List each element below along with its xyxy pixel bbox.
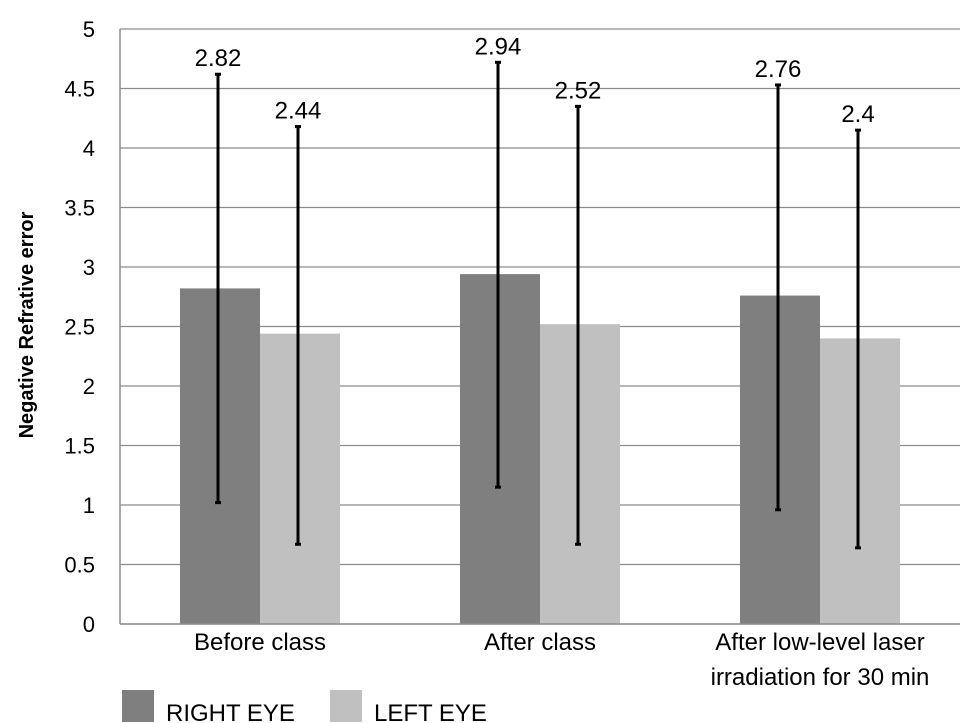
bar (180, 288, 260, 624)
axes (119, 29, 960, 625)
legend-label: LEFT EYE (374, 700, 487, 723)
y-tick-label: 5 (83, 17, 95, 42)
bar (820, 338, 900, 624)
y-tick-label: 4.5 (64, 77, 95, 102)
x-category-line: irradiation for 30 min (711, 664, 930, 691)
legend-label: RIGHT EYE (166, 700, 295, 723)
data-label: 2.94 (475, 33, 522, 60)
y-tick-label: 2 (83, 374, 95, 399)
error-bars (215, 60, 861, 550)
bars (180, 274, 900, 624)
y-tick-label: 1.5 (64, 434, 95, 459)
x-category-line: Before class (194, 629, 326, 656)
x-category-label: Before class (194, 629, 326, 656)
x-category-line: After class (484, 629, 596, 656)
bar (260, 333, 340, 624)
data-label: 2.52 (555, 77, 602, 104)
x-category-label: After low-level laser irradiation for 30 … (711, 629, 930, 691)
data-label: 2.4 (841, 101, 874, 128)
y-tick-label: 0 (83, 612, 95, 637)
y-tick-label: 3 (83, 255, 95, 280)
legend: RIGHT EYE LEFT EYE (122, 690, 487, 723)
x-category-label: After class (484, 629, 596, 656)
y-tick-label: 2.5 (64, 315, 95, 340)
y-axis-label: Negative Refrative error (16, 211, 38, 438)
y-tick-label: 3.5 (64, 196, 95, 221)
bar (460, 274, 540, 624)
x-axis-categories: Before class After class After low-level l… (194, 629, 929, 691)
legend-swatch (330, 690, 362, 722)
y-tick-label: 0.5 (64, 553, 95, 578)
x-category-line: After low-level laser (715, 629, 924, 656)
data-label: 2.76 (755, 56, 802, 83)
data-labels: 2.82 2.44 2.94 2.52 2.76 2.4 (195, 33, 875, 128)
data-label: 2.44 (275, 98, 322, 125)
data-label: 2.82 (195, 45, 242, 72)
bar (740, 295, 820, 624)
legend-swatch (122, 690, 154, 722)
y-tick-label: 4 (83, 136, 95, 161)
y-tick-label: 1 (83, 493, 95, 518)
y-axis-ticks: 0 0.5 1 1.5 2 2.5 3 3.5 4 4.5 5 (64, 17, 95, 637)
bar (540, 324, 620, 624)
